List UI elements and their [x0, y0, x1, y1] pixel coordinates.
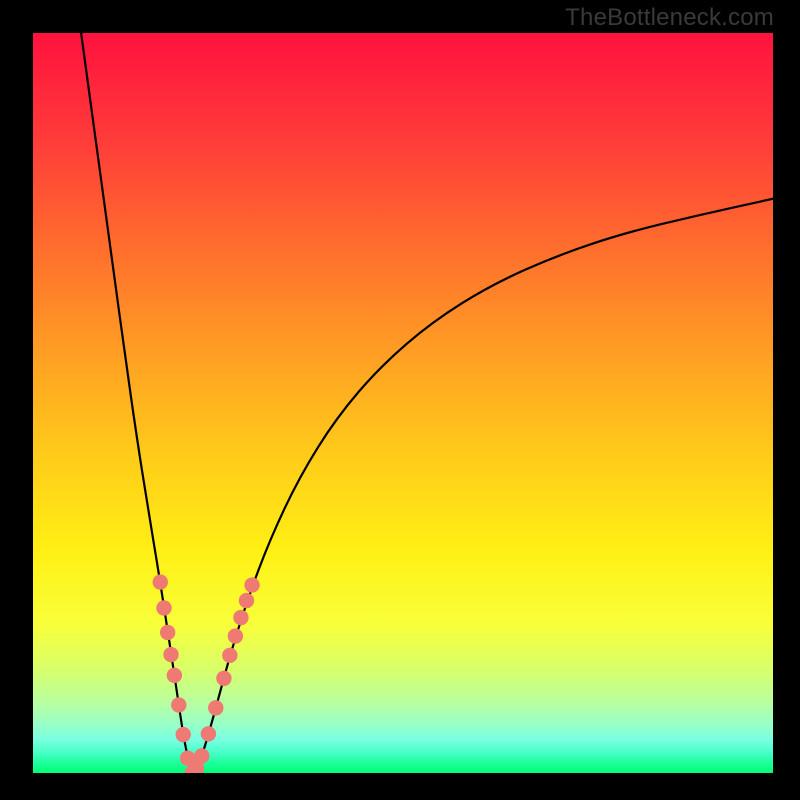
marker-dot: [164, 647, 178, 661]
marker-dot: [153, 575, 167, 589]
marker-dot: [223, 648, 237, 662]
watermark-text: TheBottleneck.com: [565, 4, 774, 32]
marker-dot: [160, 625, 174, 639]
chart-canvas: TheBottleneck.com: [0, 0, 800, 800]
marker-dot: [201, 727, 215, 741]
marker-dot: [172, 698, 186, 712]
chart-svg: [33, 33, 773, 773]
bottleneck-curve: [81, 33, 773, 772]
marker-dot: [239, 593, 253, 607]
marker-dot: [234, 610, 248, 624]
marker-dot: [195, 749, 209, 763]
plot-area: [33, 33, 773, 773]
marker-dot: [228, 629, 242, 643]
marker-dot: [176, 727, 190, 741]
marker-dot: [245, 578, 259, 592]
marker-dot: [217, 671, 231, 685]
marker-dot: [209, 701, 223, 715]
marker-dot: [157, 601, 171, 615]
marker-dot: [167, 668, 181, 682]
